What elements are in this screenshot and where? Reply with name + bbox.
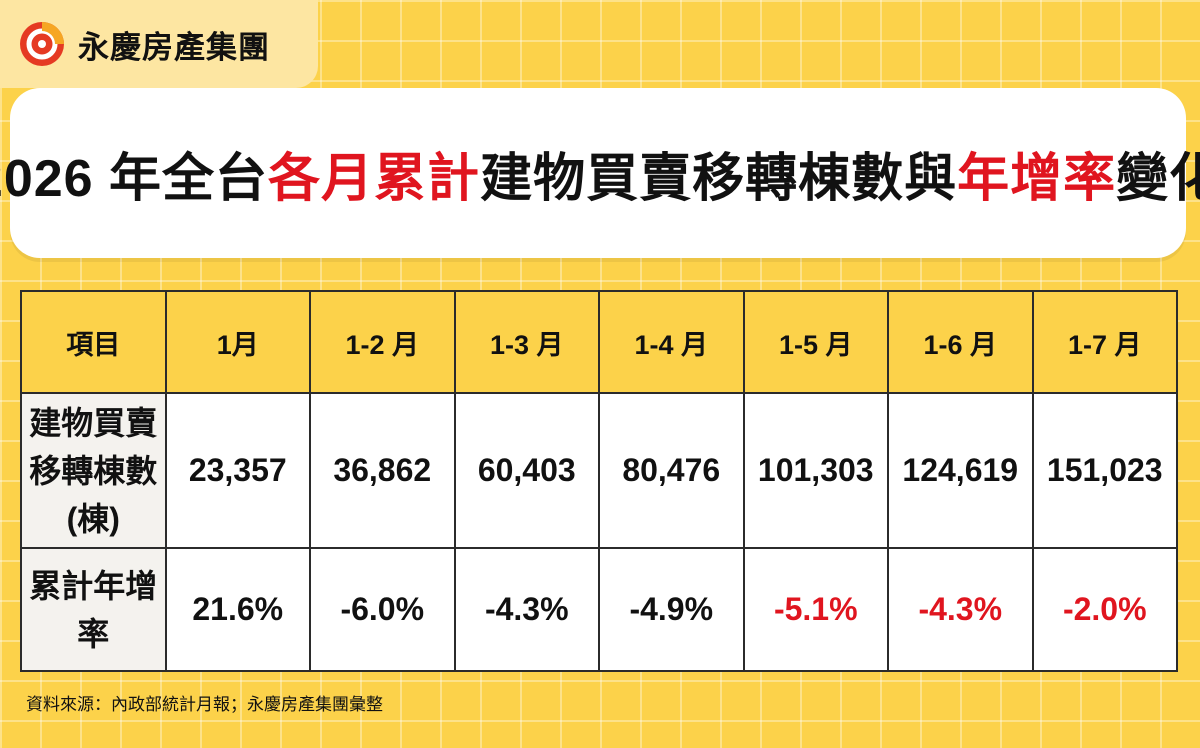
table-cell: 80,476: [598, 392, 745, 549]
table-cell: 101,303: [742, 392, 889, 549]
row-label-line1: 建物買賣: [29, 404, 158, 441]
table-row-transactions: 建物買賣 移轉棟數(棟) 23,357 36,862 60,403 80,476 …: [20, 392, 1178, 549]
row-label-transactions: 建物買賣移轉棟數(棟): [20, 392, 167, 549]
table-cell: 151,023: [1031, 392, 1178, 549]
row-label-growth: 累計年增率: [20, 547, 167, 672]
source-note: 資料來源：內政部統計月報；永慶房產集團彙整: [26, 695, 383, 714]
header-cell: 1-7 月: [1031, 290, 1178, 394]
page-title: 2026 年全台各月累計建物買賣移轉棟數與年增率變化: [0, 136, 1200, 211]
title-part1: 2026 年全台: [0, 149, 269, 208]
brand-name: 永慶房產集團: [78, 29, 270, 65]
table-cell: 124,619: [887, 392, 1034, 549]
table-cell: 60,403: [453, 392, 600, 549]
table-cell: -4.3%: [453, 547, 600, 672]
brand-header: 永慶房產集團: [0, 0, 318, 88]
table-cell: -4.9%: [598, 547, 745, 672]
table-cell-negative: -4.3%: [887, 547, 1034, 672]
header-cell: 1月: [164, 290, 311, 394]
yungching-logo-icon: [20, 22, 64, 66]
table-row-growth: 累計年增率 21.6% -6.0% -4.3% -4.9% -5.1% -4.3…: [20, 547, 1178, 672]
table-header-row: 項目 1月 1-2 月 1-3 月 1-4 月 1-5 月 1-6 月 1-7 …: [20, 290, 1178, 394]
header-cell: 1-6 月: [887, 290, 1034, 394]
title-highlight-growth: 年增率: [957, 149, 1117, 208]
title-part3: 建物買賣移轉棟數與: [480, 149, 958, 208]
table-cell: 36,862: [309, 392, 456, 549]
row-label-line2: 移轉棟數(棟): [29, 452, 158, 537]
table-cell-negative: -5.1%: [742, 547, 889, 672]
data-table: 項目 1月 1-2 月 1-3 月 1-4 月 1-5 月 1-6 月 1-7 …: [20, 290, 1178, 672]
title-card: 2026 年全台各月累計建物買賣移轉棟數與年增率變化: [0, 88, 1200, 258]
header-cell: 1-4 月: [598, 290, 745, 394]
header-cell: 1-5 月: [742, 290, 889, 394]
title-part5: 變化: [1116, 149, 1200, 208]
table-cell: 23,357: [164, 392, 311, 549]
title-highlight-monthly: 各月累計: [268, 149, 481, 208]
header-cell: 1-2 月: [309, 290, 456, 394]
header-cell-item: 項目: [20, 290, 167, 394]
header-cell: 1-3 月: [453, 290, 600, 394]
table-cell: -6.0%: [309, 547, 456, 672]
table-cell-negative: -2.0%: [1031, 547, 1178, 672]
table-cell: 21.6%: [164, 547, 311, 672]
